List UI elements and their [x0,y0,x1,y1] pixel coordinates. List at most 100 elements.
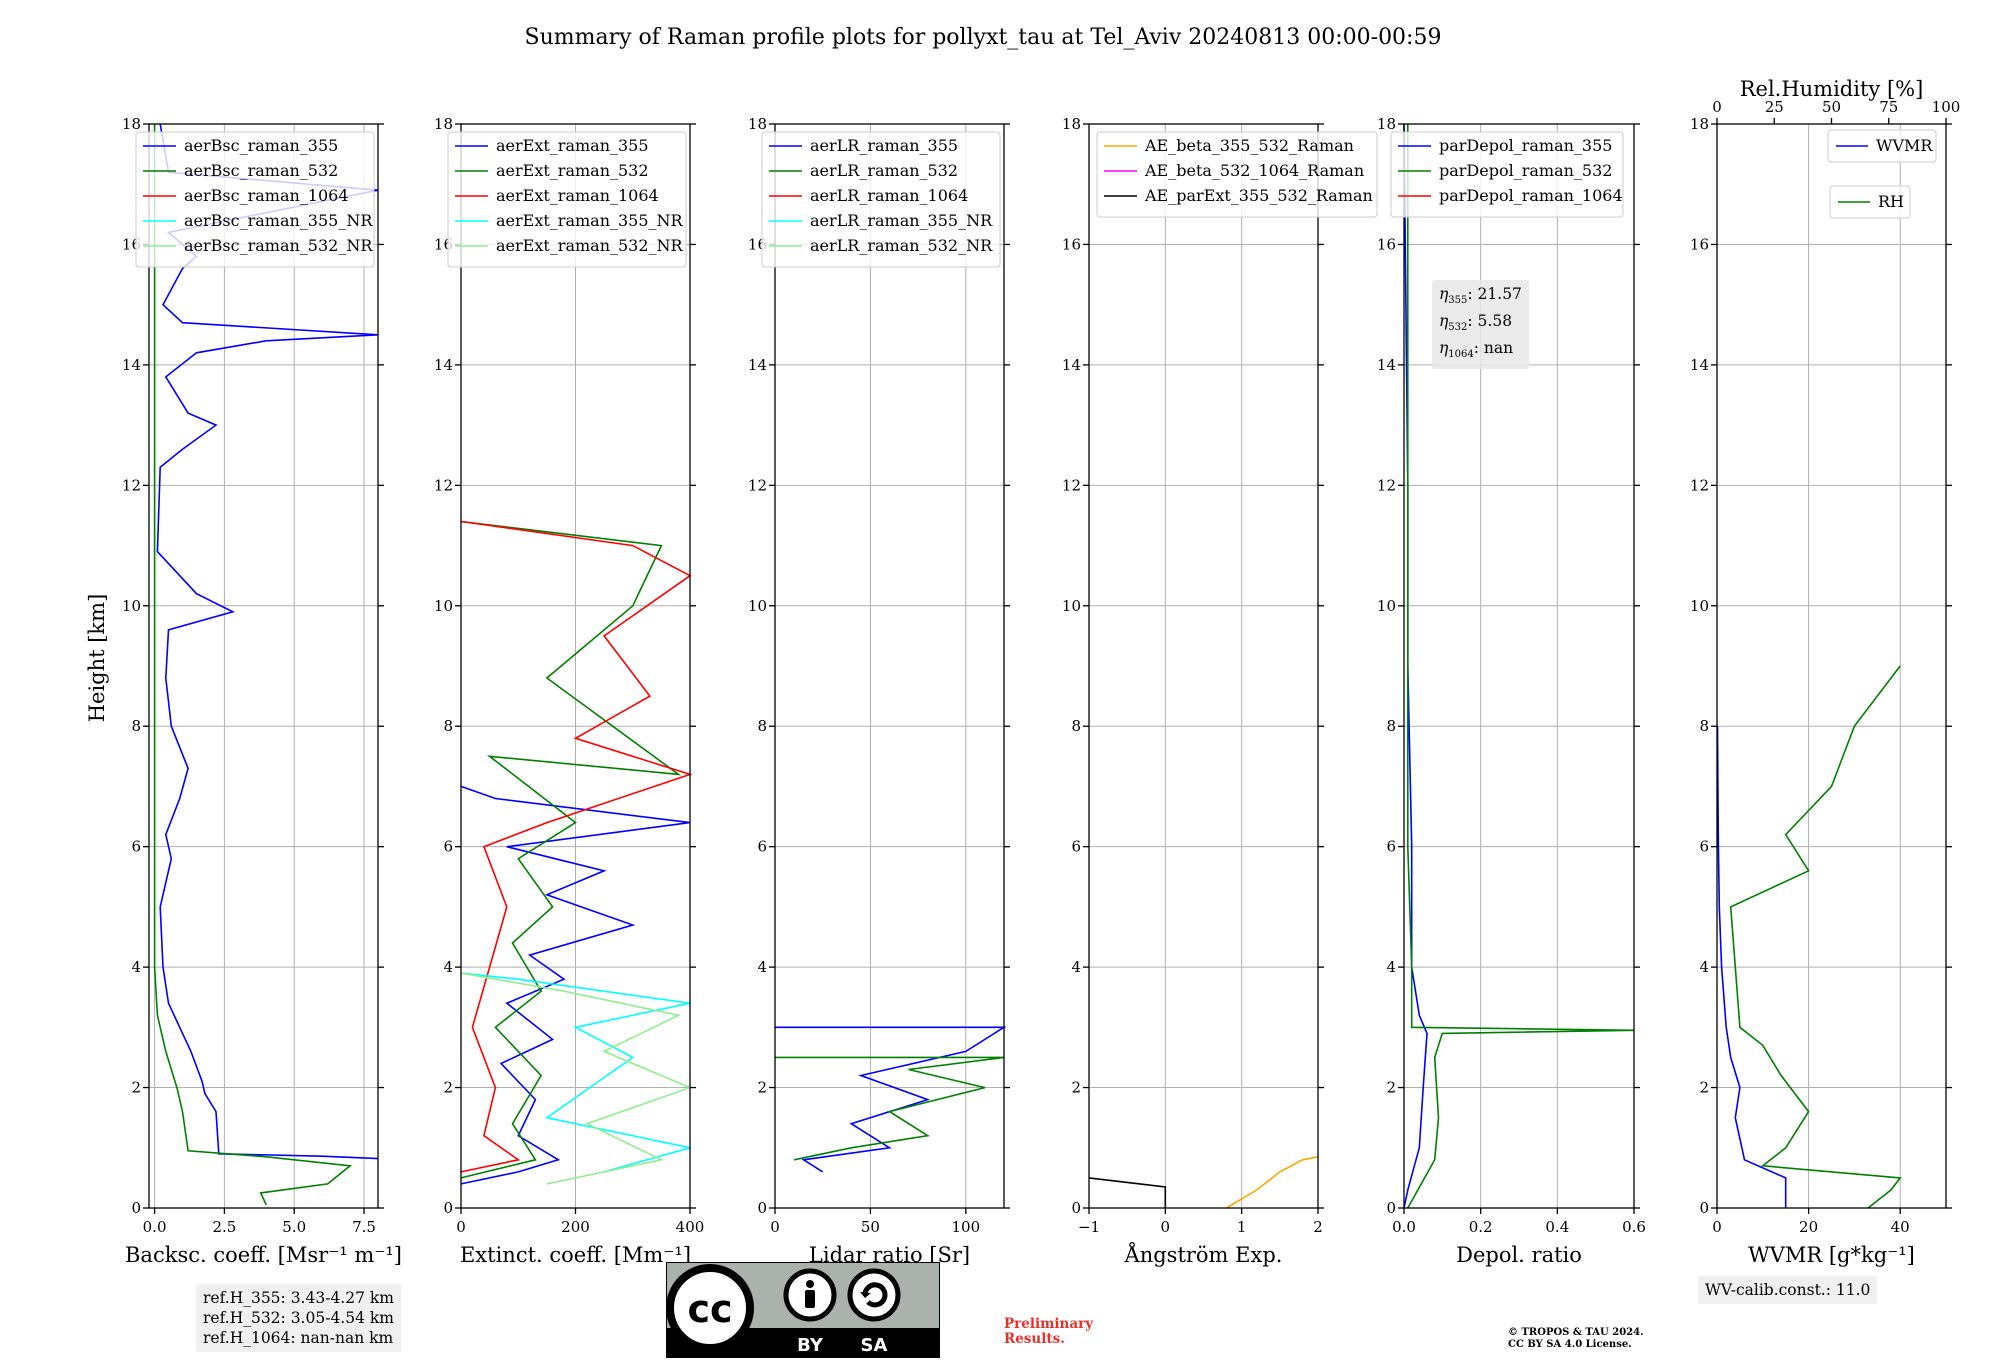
series-AE_beta_355_532_Raman [1225,1156,1319,1209]
legend: aerExt_raman_355 aerExt_raman_532 aerExt_r… [447,131,687,268]
y-tick-label: 8 [757,717,767,735]
legend: AE_beta_355_532_Raman AE_beta_532_1064_Ra… [1096,131,1378,218]
legend-label: parDepol_raman_532 [1439,161,1612,180]
y-tick-label: 18 [1062,115,1081,133]
x-tick-label: 0 [456,1218,466,1236]
series-aerBsc_raman_532 [153,124,353,1206]
legend-label: AE_parExt_355_532_Raman [1144,186,1373,205]
cc-icon [666,1264,754,1352]
x-tick-label: 7.5 [352,1218,376,1236]
legend-label: aerLR_raman_355 [810,136,958,155]
y-tick-label: 14 [1377,356,1396,374]
axes-frame [460,123,691,1209]
preliminary-note: Preliminary Results. [1004,1317,1093,1347]
y-tick-label: 0 [757,1199,767,1217]
eta-532: η532: 5.58 [1439,312,1513,334]
x-tick-label: 0.6 [1622,1218,1646,1236]
sa-share-icon [847,1268,901,1322]
series-aerBsc_raman_355 [156,123,379,1160]
y-tick-label: 14 [434,356,453,374]
reference-height-box: ref.H_355: 3.43-4.27 km ref.H_532: 3.05-… [196,1284,401,1352]
sa-share-arrow [862,1282,888,1308]
x-tick-label: 0.4 [1545,1218,1569,1236]
y-tick-label: 16 [1062,235,1081,253]
y-tick-label: 18 [122,115,141,133]
y-tick-label: 6 [1071,838,1081,856]
y-tick-label: 6 [131,838,141,856]
legend-label: aerBsc_raman_532_NR [184,236,373,255]
x-tick-label: 2.5 [212,1218,236,1236]
series-aerExt_raman_1064 [460,520,693,1173]
legend-frame [761,131,1001,268]
legend-label: aerExt_raman_355 [496,136,649,155]
y-tick-label: 10 [748,597,767,615]
y-tick-label: 4 [1386,958,1396,976]
y-tick-label: 0 [131,1199,141,1217]
x-tick-label: 1 [1237,1218,1247,1236]
y-tick-label: 10 [1690,597,1709,615]
y-tick-label: 6 [443,838,453,856]
top-tick-label: 100 [1932,98,1961,116]
legend-label: aerExt_raman_532 [496,161,649,180]
y-tick-label: 6 [757,838,767,856]
legend: aerLR_raman_355 aerLR_raman_532 aerLR_rama… [761,131,1001,268]
series-RH [1729,665,1902,1209]
copyright-line1: © TROPOS & TAU 2024. [1508,1327,1644,1338]
legend-label: aerLR_raman_1064 [810,186,968,205]
y-tick-label: 14 [1062,356,1081,374]
y-tick-label: 0 [443,1199,453,1217]
x-tick-label: 2 [1313,1218,1323,1236]
x-axis-label: Ångström Exp. [1124,1242,1283,1267]
eta-1064: η1064: nan [1439,339,1514,361]
y-tick-label: 2 [1071,1079,1081,1097]
copyright-line2: CC BY SA 4.0 License. [1508,1339,1632,1350]
y-tick-label: 8 [1699,717,1709,735]
y-tick-label: 12 [1062,476,1081,494]
y-tick-label: 6 [1386,838,1396,856]
y-tick-label: 6 [1699,838,1709,856]
top-tick-label: 0 [1712,98,1722,116]
y-tick-label: 10 [1377,597,1396,615]
y-tick-label: 12 [748,476,767,494]
y-tick-label: 18 [1377,115,1396,133]
x-tick-label: −1 [1078,1218,1100,1236]
legend-label: RH [1878,192,1904,211]
y-tick-label: 18 [748,115,767,133]
legend-label: parDepol_raman_1064 [1439,186,1623,205]
eta-355: η355: 21.57 [1439,285,1522,307]
y-tick-label: 2 [1699,1079,1709,1097]
legend-label: aerExt_raman_355_NR [496,211,684,230]
y-tick-label: 16 [1377,235,1396,253]
axes-frame [1403,123,1635,1209]
copyright-note: © TROPOS & TAU 2024. CC BY SA 4.0 Licens… [1508,1327,1644,1351]
y-axis-label: Height [km] [85,594,109,723]
cc-sa-label: SA [861,1335,888,1356]
legend-label: aerLR_raman_355_NR [810,211,993,230]
y-tick-label: 8 [131,717,141,735]
legend-label: AE_beta_355_532_Raman [1144,136,1354,155]
legend-frame [135,131,375,268]
x-tick-label: 200 [561,1218,590,1236]
cc-icon-text: cc [687,1287,732,1331]
legend: aerBsc_raman_355 aerBsc_raman_532 aerBsc_r… [135,131,375,268]
series-aerLR_raman_532 [775,1056,1005,1161]
x-axis-label: Depol. ratio [1456,1243,1582,1267]
y-tick-label: 4 [1699,958,1709,976]
y-tick-label: 8 [443,717,453,735]
y-tick-label: 4 [757,958,767,976]
legend-label: aerBsc_raman_355 [184,136,338,155]
y-tick-label: 0 [1071,1199,1081,1217]
y-tick-label: 10 [1062,597,1081,615]
axes-frame [1716,123,1947,1209]
cc-by-label: BY [797,1335,824,1356]
cc-license-badge: cc BY SA [666,1262,940,1358]
series-aerLR_raman_355 [775,1026,1007,1173]
y-tick-label: 14 [748,356,767,374]
figure-title: Summary of Raman profile plots for polly… [525,25,1442,50]
top-tick-label: 25 [1765,98,1784,116]
x-tick-label: 0.2 [1469,1218,1493,1236]
y-tick-label: 2 [131,1079,141,1097]
axes-frame [774,123,1005,1209]
series-aerExt_raman_355 [460,785,691,1185]
x-tick-label: 50 [861,1218,880,1236]
